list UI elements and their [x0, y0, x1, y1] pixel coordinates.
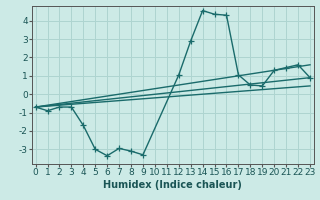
X-axis label: Humidex (Indice chaleur): Humidex (Indice chaleur) [103, 180, 242, 190]
